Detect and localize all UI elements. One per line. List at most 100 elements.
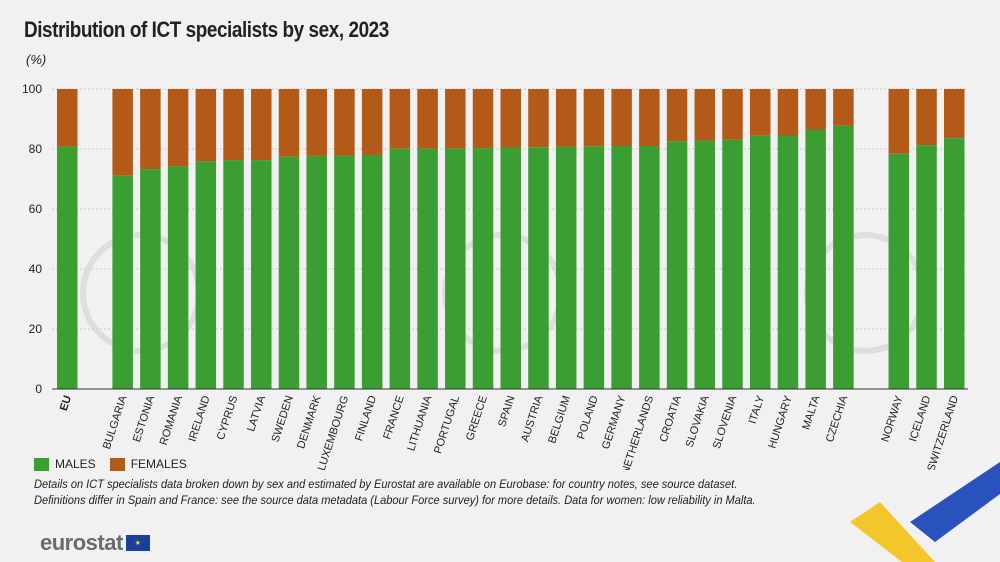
legend-item-females: FEMALES [109,457,187,471]
bar-females-romania [167,89,189,167]
bar-females-austria [528,89,549,148]
bar-males-cyprus [223,160,244,389]
bar-females-greece [472,89,494,149]
x-tick-label: ICELAND [907,394,933,443]
bar-males-finland [361,155,383,389]
bar-males-netherlands [639,146,660,389]
bar-females-italy [749,89,771,136]
bar-males-lithuania [417,148,438,389]
x-tick-label: CZECHIA [824,394,851,444]
bar-males-greece [472,148,494,389]
bar-males-france [389,148,411,389]
bar-females-netherlands [639,89,660,146]
bar-females-belgium [555,89,577,147]
bar-males-germany [611,146,632,389]
footnote-1: Details on ICT specialists data broken d… [34,477,738,491]
bar-males-austria [528,147,549,389]
bar-females-malta [805,89,826,130]
bar-females-poland [583,89,605,147]
legend-item-males: MALES [34,457,96,471]
ribbon-yellow [850,502,935,562]
bar-females-estonia [140,89,161,170]
x-tick-label: ROMANIA [158,394,185,447]
bar-males-spain [500,147,521,389]
bar-females-norway [888,89,910,154]
bar-males-luxembourg [334,155,355,389]
x-tick-label: PORTUGAL [432,394,462,455]
chart-title: Distribution of ICT specialists by sex, … [24,17,389,42]
bar-males-norway [888,153,910,389]
x-tick-label: CROATIA [658,394,684,444]
bar-females-portugal [445,89,466,149]
bar-males-belgium [555,146,577,389]
x-tick-label: SLOVAKIA [684,394,712,449]
bar-females-sweden [278,89,300,157]
bar-males-romania [167,166,189,389]
bar-males-iceland [916,145,937,389]
bar-males-switzerland [944,138,965,389]
x-tick-label: POLAND [575,394,600,441]
x-tick-label: FRANCE [381,394,406,441]
bar-females-finland [361,89,383,155]
bar-females-slovenia [722,89,743,140]
x-tick-label: NORWAY [879,394,905,444]
y-axis-unit: (%) [26,52,47,67]
bar-males-eu [57,146,78,389]
y-tick-label: 60 [29,202,43,216]
legend: MALES FEMALES [34,457,201,471]
bar-females-ireland [195,89,217,162]
logo-text: eurostat [40,530,123,555]
bar-males-slovenia [722,139,743,389]
x-tick-label: LATVIA [245,394,268,434]
x-tick-label: AUSTRIA [519,394,545,444]
bar-males-denmark [306,155,327,389]
bar-males-slovakia [694,140,716,389]
bar-males-czechia [833,125,854,390]
bar-males-bulgaria [112,175,133,389]
x-tick-label: FINLAND [353,394,379,443]
bar-males-ireland [195,161,217,389]
y-tick-label: 20 [29,322,43,336]
x-tick-label: LITHUANIA [405,394,434,453]
x-tick-label: IRELAND [187,394,213,443]
footnotes: Details on ICT specialists data broken d… [34,476,756,508]
bar-females-latvia [251,89,272,161]
x-tick-label: BELGIUM [546,394,573,445]
bar-females-spain [500,89,521,148]
legend-label-males: MALES [55,457,96,471]
bar-females-cyprus [223,89,244,161]
bar-males-estonia [140,169,161,389]
eu-flag-icon: ★ [125,535,150,551]
bar-males-poland [583,146,605,389]
x-tick-label: EU [58,394,74,412]
y-tick-label: 40 [29,262,43,276]
ribbon-blue [910,462,1000,542]
x-tick-label: BULGARIA [101,394,130,451]
bar-females-hungary [777,89,799,136]
x-tick-label: DENMARK [295,394,324,451]
stacked-bar-chart: 0 20 40 60 80 100 EU BULGARIA ESTONIA ROMANIA IREL… [22,82,968,470]
bar-males-latvia [251,160,272,389]
legend-label-females: FEMALES [130,457,187,471]
bar-males-hungary [777,135,799,389]
bar-females-luxembourg [334,89,355,156]
x-tick-label: SLOVENIA [711,394,740,451]
x-tick-label: ESTONIA [131,394,157,444]
bar-females-lithuania [417,89,438,149]
bar-females-france [389,89,411,149]
y-tick-label: 100 [22,82,42,96]
eurostat-logo: eurostat ★ [40,530,150,556]
x-tick-label: SPAIN [496,394,517,428]
bar-males-portugal [445,148,466,389]
y-tick-label: 80 [29,142,43,156]
x-tick-label: GREECE [464,394,490,442]
y-tick-label: 0 [35,382,42,396]
bar-females-eu [57,89,78,147]
x-tick-label: GERMANY [600,394,629,451]
bar-females-germany [611,89,632,146]
bar-females-switzerland [944,89,965,139]
bar-males-italy [749,135,771,389]
x-tick-label: ITALY [747,394,768,426]
bar-females-denmark [306,89,327,156]
bar-females-croatia [666,89,688,142]
